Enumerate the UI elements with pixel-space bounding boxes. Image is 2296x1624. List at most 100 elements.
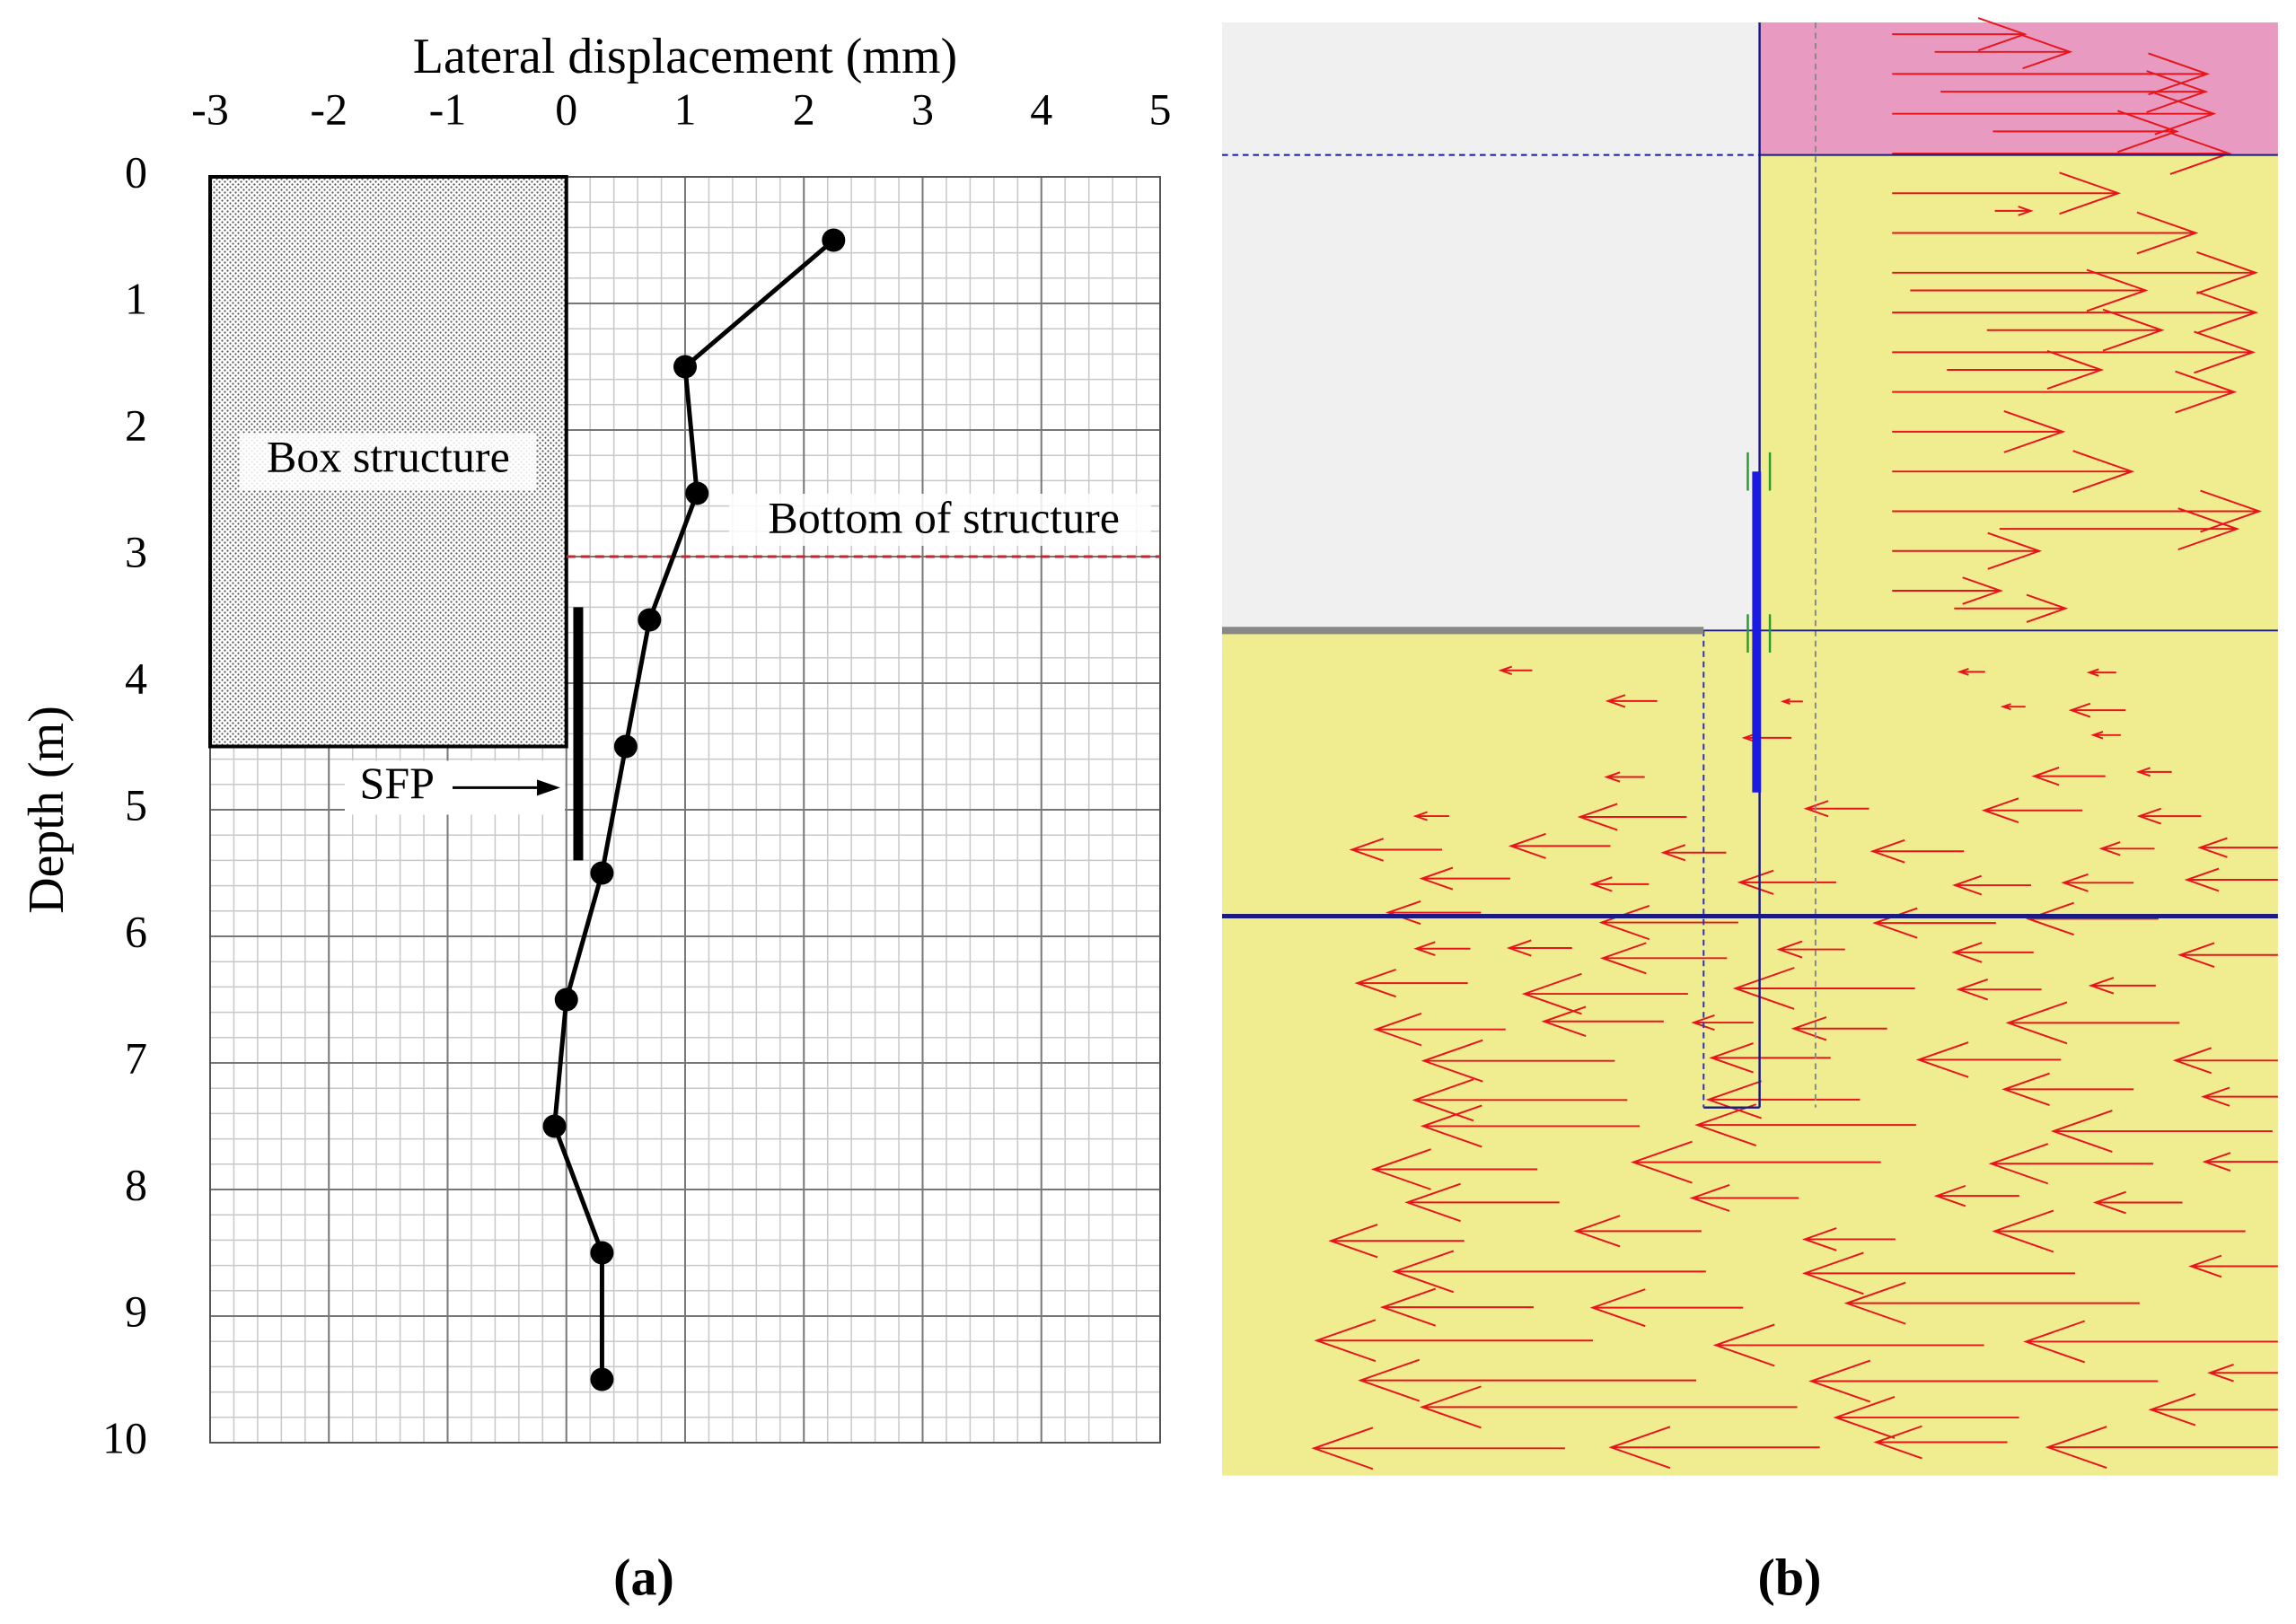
data-point <box>638 608 662 632</box>
x-tick-label: 2 <box>793 83 815 134</box>
vector <box>1892 489 2263 533</box>
vector <box>1705 1080 1861 1119</box>
data-point <box>590 1241 614 1265</box>
vector <box>1843 1281 2140 1325</box>
vector <box>1803 800 1869 818</box>
vector <box>1349 838 1443 862</box>
vector <box>2207 1364 2278 1383</box>
y-tick-label: 9 <box>125 1286 147 1336</box>
vector <box>2050 1110 2273 1153</box>
y-tick-label: 10 <box>102 1412 147 1462</box>
panel-label: (a) <box>613 1548 674 1606</box>
vector <box>1589 876 1649 892</box>
vector <box>1892 92 2217 136</box>
vector <box>1604 771 1645 783</box>
vector <box>1954 593 2069 623</box>
y-axis-label: Depth (m) <box>19 706 75 914</box>
vector <box>1379 1287 1534 1327</box>
vector <box>1412 1078 1628 1122</box>
vector <box>1541 1005 1664 1038</box>
vector <box>2031 766 2106 786</box>
vector <box>1956 978 2042 1001</box>
data-point <box>554 988 578 1012</box>
vector <box>1999 507 2240 551</box>
y-tick-label: 2 <box>125 399 147 450</box>
vector <box>2061 873 2134 892</box>
y-tick-label: 5 <box>125 779 147 830</box>
data-point <box>590 1367 614 1391</box>
vector <box>1892 17 2028 52</box>
data-point <box>613 734 638 759</box>
y-tick-label: 6 <box>125 906 147 956</box>
vector <box>1709 1042 1831 1074</box>
vector <box>1892 250 2258 294</box>
plot: Box structure Bottom of structure SFP <box>208 175 1160 1391</box>
vector <box>1605 694 1658 708</box>
vector <box>1373 1013 1506 1047</box>
panel-label: (b) <box>1758 1548 1822 1606</box>
vector <box>2188 1254 2278 1278</box>
y-tick-label: 4 <box>125 653 147 703</box>
vector <box>1328 1224 1465 1259</box>
vector <box>1732 967 1915 1010</box>
data-point <box>673 355 697 379</box>
vector <box>1892 171 2122 215</box>
vector <box>1915 1041 2062 1078</box>
vector <box>2001 1072 2134 1106</box>
vector <box>2197 837 2278 858</box>
vector <box>1801 1251 2076 1295</box>
vector <box>1892 291 2259 334</box>
y-tick-label: 1 <box>125 273 147 323</box>
sfp-label: SFP <box>360 758 435 808</box>
top-layer <box>1759 22 2278 155</box>
y-tick-label: 8 <box>125 1159 147 1209</box>
vector <box>2000 703 2026 711</box>
x-tick-label: 0 <box>555 83 577 134</box>
vector <box>1498 665 1533 676</box>
box-label: Box structure <box>267 432 510 482</box>
vector <box>1892 531 2043 570</box>
vector <box>1892 450 2135 494</box>
bottom-label: Bottom of structure <box>768 492 1120 542</box>
vector <box>1573 1215 1702 1248</box>
vector <box>1412 811 1449 821</box>
data-point <box>542 1114 567 1138</box>
displacement-vectors <box>1311 17 2278 1470</box>
vector <box>1947 350 2105 391</box>
vector <box>1951 942 2034 963</box>
vector <box>1311 1426 1565 1470</box>
vector <box>1314 1319 1593 1363</box>
vector <box>1630 1140 1881 1184</box>
vector <box>1420 1104 1641 1148</box>
vector <box>1413 941 1471 957</box>
data-point <box>590 861 614 885</box>
vector <box>1385 900 1482 926</box>
vector <box>1892 410 2066 453</box>
vector <box>1992 1209 2246 1253</box>
vector <box>2005 1001 2180 1045</box>
label-background <box>729 494 1151 546</box>
vector <box>1358 1358 1696 1402</box>
vector <box>1780 698 1803 706</box>
x-tick-label: -2 <box>310 83 347 134</box>
vector <box>1370 1148 1538 1190</box>
vector <box>1994 206 2034 216</box>
vector <box>1940 70 2209 113</box>
data-point <box>685 481 709 505</box>
vector <box>1892 330 2256 374</box>
vector <box>1892 132 2232 175</box>
vector <box>1801 1227 1896 1251</box>
vector <box>2136 807 2202 825</box>
vector <box>1892 211 2199 255</box>
vector <box>1892 370 2238 414</box>
vector <box>1808 1359 2159 1403</box>
y-tick-label: 7 <box>125 1032 147 1083</box>
vector <box>1598 904 1738 941</box>
vector <box>1392 1250 1706 1294</box>
vector <box>1833 1396 2019 1439</box>
vector <box>1981 797 2083 824</box>
x-tick-label: 4 <box>1030 83 1052 134</box>
vector <box>1988 1143 2154 1185</box>
vector <box>1689 1184 1799 1212</box>
